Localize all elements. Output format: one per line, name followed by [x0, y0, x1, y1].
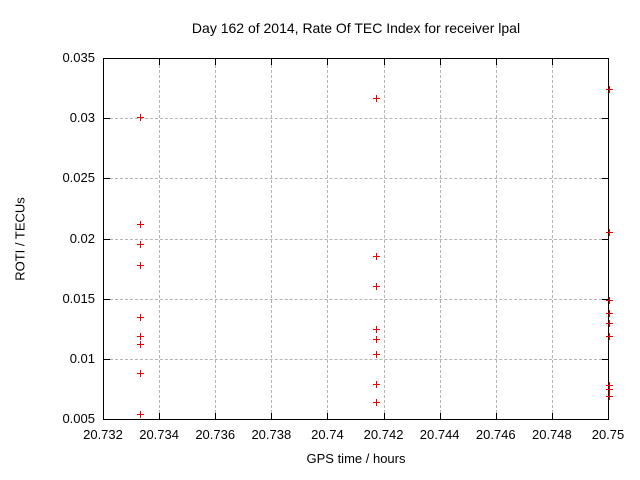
y-tick-label: 0.005	[62, 411, 95, 426]
horizontal-gridline	[105, 238, 607, 240]
plot-area	[103, 58, 613, 420]
x-tick-label: 20.744	[419, 427, 460, 442]
x-tick-mark-bottom	[608, 413, 609, 419]
y-tick-mark-left	[104, 419, 110, 420]
y-tick-label: 0.025	[62, 170, 95, 186]
horizontal-gridline	[105, 298, 607, 300]
data-point-marker	[373, 94, 381, 102]
y-tick-mark-right	[602, 58, 608, 59]
vertical-gridline	[495, 60, 497, 418]
x-tick-mark-top	[215, 59, 217, 65]
x-tick-label: 20.746	[475, 427, 516, 442]
x-tick-label: 20.748	[531, 427, 572, 442]
data-point-marker	[137, 113, 145, 121]
vertical-gridline	[271, 60, 273, 418]
y-tick-mark-left	[104, 118, 110, 120]
x-tick-label: 20.734	[139, 427, 179, 442]
y-tick-label: 0.035	[62, 50, 95, 65]
x-tick-label: 20.74	[311, 427, 344, 442]
y-tick-mark-right	[602, 118, 608, 120]
y-tick-label: 0.02	[69, 230, 95, 246]
data-point-marker	[606, 392, 613, 400]
data-point-marker	[373, 350, 381, 358]
horizontal-gridline	[105, 358, 607, 360]
y-tick-mark-left	[104, 58, 110, 59]
data-point-marker	[137, 341, 145, 349]
data-point-marker	[606, 86, 613, 94]
data-point-marker	[137, 313, 145, 321]
data-point-marker	[137, 241, 145, 249]
x-tick-mark-top	[159, 59, 161, 65]
vertical-gridline	[327, 60, 329, 418]
x-tick-mark-top	[608, 59, 609, 65]
x-tick-label: 20.738	[251, 427, 292, 442]
y-tick-label: 0.03	[69, 110, 95, 126]
y-tick-mark-left	[104, 358, 110, 360]
x-tick-label: 20.742	[363, 427, 404, 442]
y-tick-label: 0.01	[69, 350, 95, 366]
horizontal-gridline	[105, 118, 607, 120]
y-tick-mark-right	[602, 178, 608, 180]
x-tick-mark-top	[327, 59, 329, 65]
data-point-marker	[137, 220, 145, 228]
vertical-gridline	[551, 60, 553, 418]
data-point-marker	[137, 370, 145, 378]
data-point-marker	[373, 336, 381, 344]
chart-title: Day 162 of 2014, Rate Of TEC Index for r…	[191, 20, 521, 36]
x-tick-mark-bottom	[495, 413, 497, 419]
x-tick-mark-bottom	[551, 413, 553, 419]
data-point-marker	[373, 325, 381, 333]
data-point-marker	[606, 296, 613, 304]
data-point-marker	[606, 319, 613, 327]
y-tick-mark-left	[104, 178, 110, 180]
x-tick-label: 20.75	[591, 427, 625, 442]
data-point-marker	[137, 332, 145, 340]
vertical-gridline	[439, 60, 441, 418]
x-tick-mark-top	[271, 59, 273, 65]
y-tick-mark-left	[104, 298, 110, 300]
vertical-gridline	[215, 60, 217, 418]
x-tick-mark-top	[383, 59, 385, 65]
data-point-marker	[373, 380, 381, 388]
vertical-gridline	[383, 60, 385, 418]
x-tick-mark-top	[439, 59, 441, 65]
data-point-marker	[606, 385, 613, 393]
x-tick-mark-bottom	[103, 413, 104, 419]
y-tick-mark-right	[602, 358, 608, 360]
data-point-marker	[373, 283, 381, 291]
x-axis-label: GPS time / hours	[306, 451, 406, 466]
data-point-marker	[606, 332, 613, 340]
x-tick-mark-bottom	[439, 413, 441, 419]
data-point-marker	[606, 309, 613, 317]
data-point-marker	[606, 229, 613, 237]
x-tick-mark-top	[103, 59, 104, 65]
y-tick-mark-left	[104, 238, 110, 240]
x-tick-mark-bottom	[271, 413, 273, 419]
x-tick-mark-bottom	[327, 413, 329, 419]
vertical-gridline	[159, 60, 161, 418]
x-tick-mark-top	[495, 59, 497, 65]
data-point-marker	[137, 410, 145, 418]
x-tick-mark-bottom	[159, 413, 161, 419]
y-tick-mark-right	[602, 298, 608, 300]
x-tick-mark-bottom	[215, 413, 217, 419]
y-tick-mark-right	[602, 238, 608, 240]
horizontal-gridline	[105, 178, 607, 180]
y-tick-mark-right	[602, 419, 608, 420]
x-tick-label: 20.732	[83, 427, 123, 442]
y-tick-label: 0.015	[62, 290, 95, 306]
data-point-marker	[373, 398, 381, 406]
x-tick-mark-bottom	[383, 413, 385, 419]
data-point-marker	[373, 253, 381, 261]
x-tick-label: 20.736	[195, 427, 236, 442]
data-point-marker	[137, 261, 145, 269]
x-tick-mark-top	[551, 59, 553, 65]
data-point-marker	[606, 382, 613, 390]
